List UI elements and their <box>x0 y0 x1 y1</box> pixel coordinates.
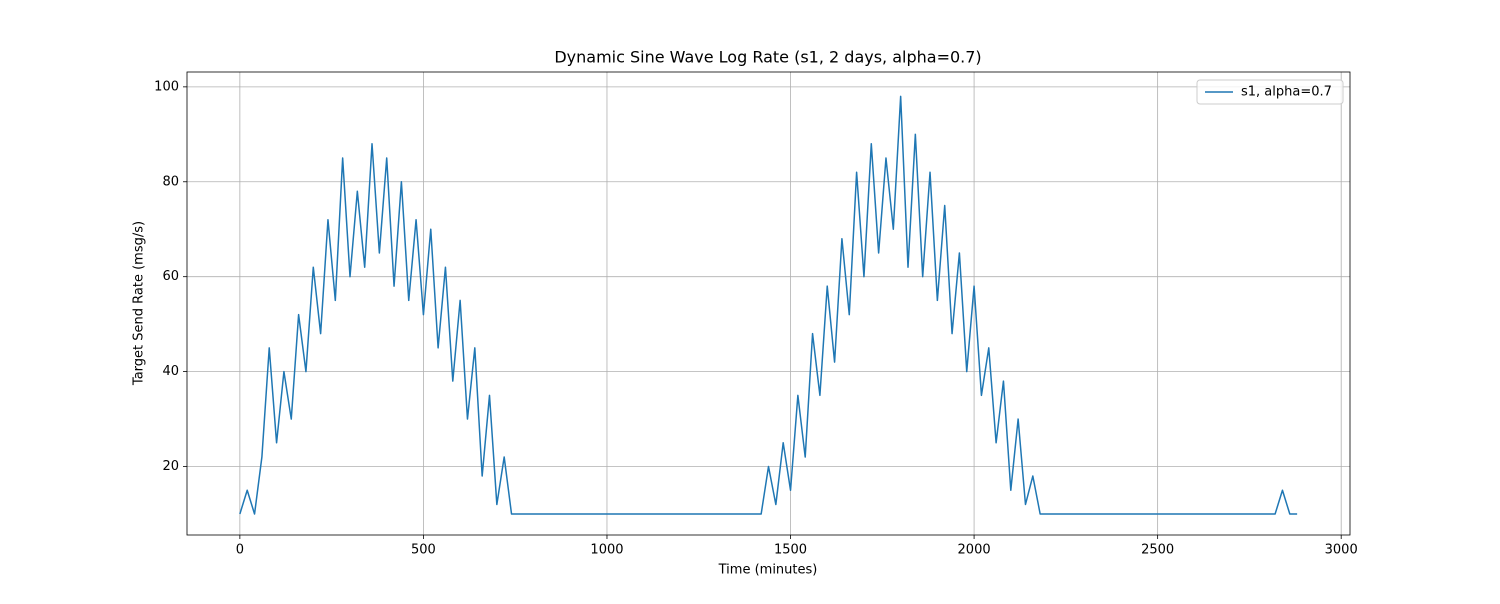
y-tick-label: 100 <box>154 79 179 94</box>
axes-frame <box>186 71 1351 536</box>
chart-title: Dynamic Sine Wave Log Rate (s1, 2 days, … <box>554 48 981 67</box>
y-tick-label: 60 <box>162 269 179 284</box>
legend-box <box>1196 79 1344 105</box>
y-tick-label: 80 <box>162 174 179 189</box>
x-tick-label: 3000 <box>1325 543 1358 558</box>
y-axis-label: Target Send Rate (msg/s) <box>132 221 147 386</box>
line-series <box>239 95 1298 515</box>
x-tick-label: 2500 <box>1141 543 1174 558</box>
x-tick-label: 1000 <box>590 543 623 558</box>
x-tick-label: 2000 <box>958 543 991 558</box>
x-tick-label: 0 <box>236 543 244 558</box>
x-tick-label: 1500 <box>774 543 807 558</box>
y-tick-label: 20 <box>162 459 179 474</box>
x-axis-label: Time (minutes) <box>718 563 818 578</box>
y-tick-label: 40 <box>162 364 179 379</box>
x-tick-label: 500 <box>411 543 436 558</box>
legend-label: s1, alpha=0.7 <box>1241 85 1332 100</box>
